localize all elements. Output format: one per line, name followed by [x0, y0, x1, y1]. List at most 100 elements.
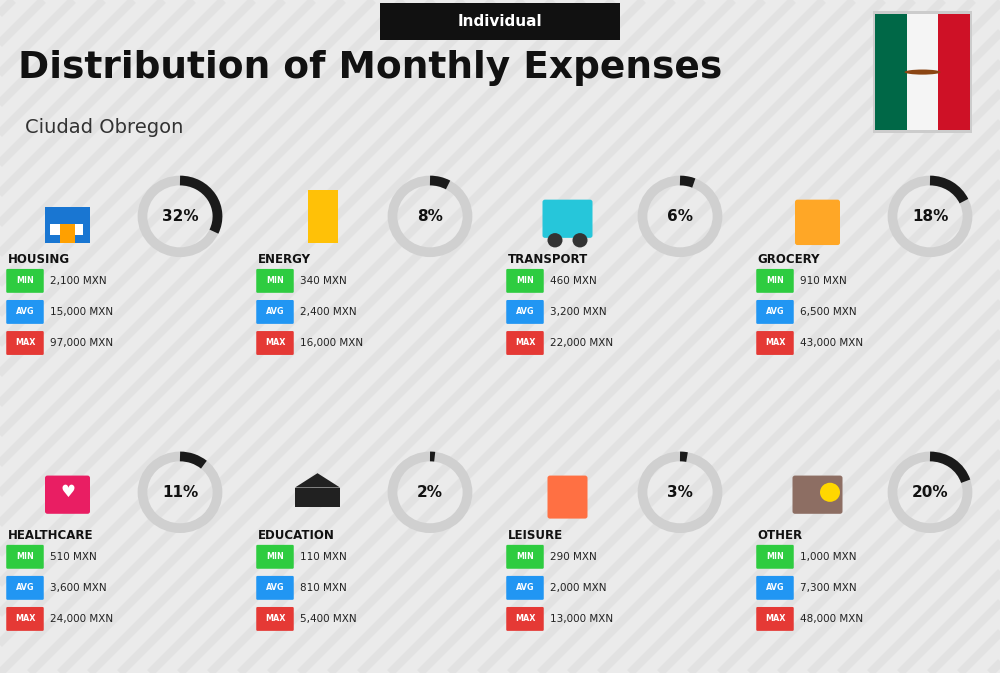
Text: MIN: MIN	[516, 277, 534, 285]
Text: 7,300 MXN: 7,300 MXN	[800, 583, 857, 593]
Text: AVG: AVG	[16, 583, 34, 592]
Text: 3%: 3%	[667, 485, 693, 500]
Text: MAX: MAX	[15, 339, 35, 347]
Text: 2,400 MXN: 2,400 MXN	[300, 307, 357, 317]
Text: MIN: MIN	[766, 553, 784, 561]
Text: 5,400 MXN: 5,400 MXN	[300, 614, 357, 624]
FancyBboxPatch shape	[6, 607, 44, 631]
Text: 510 MXN: 510 MXN	[50, 552, 97, 562]
FancyBboxPatch shape	[256, 300, 294, 324]
Text: 97,000 MXN: 97,000 MXN	[50, 338, 113, 348]
Text: 13,000 MXN: 13,000 MXN	[550, 614, 613, 624]
Text: 110 MXN: 110 MXN	[300, 552, 347, 562]
Text: 340 MXN: 340 MXN	[300, 276, 347, 286]
Text: 18%: 18%	[912, 209, 948, 224]
Text: MAX: MAX	[765, 339, 785, 347]
Text: Distribution of Monthly Expenses: Distribution of Monthly Expenses	[18, 50, 722, 86]
Text: 6,500 MXN: 6,500 MXN	[800, 307, 857, 317]
Text: ♥: ♥	[60, 483, 75, 501]
Text: MAX: MAX	[265, 339, 285, 347]
Text: 290 MXN: 290 MXN	[550, 552, 597, 562]
FancyBboxPatch shape	[756, 576, 794, 600]
FancyBboxPatch shape	[756, 300, 794, 324]
FancyBboxPatch shape	[506, 576, 544, 600]
FancyBboxPatch shape	[756, 545, 794, 569]
FancyBboxPatch shape	[907, 14, 938, 130]
Text: 2%: 2%	[417, 485, 443, 500]
Text: Individual: Individual	[458, 13, 542, 29]
Text: TRANSPORT: TRANSPORT	[508, 253, 588, 266]
Text: 32%: 32%	[162, 209, 198, 224]
Text: MAX: MAX	[765, 614, 785, 623]
FancyBboxPatch shape	[6, 331, 44, 355]
FancyBboxPatch shape	[6, 545, 44, 569]
Text: MIN: MIN	[16, 553, 34, 561]
FancyBboxPatch shape	[45, 207, 90, 243]
Text: AVG: AVG	[266, 308, 284, 316]
Text: 8%: 8%	[417, 209, 443, 224]
FancyBboxPatch shape	[506, 607, 544, 631]
FancyBboxPatch shape	[938, 14, 970, 130]
Text: LEISURE: LEISURE	[508, 529, 563, 542]
Text: OTHER: OTHER	[758, 529, 803, 542]
Text: AVG: AVG	[266, 583, 284, 592]
Text: MAX: MAX	[515, 614, 535, 623]
Text: 11%: 11%	[162, 485, 198, 500]
Text: 24,000 MXN: 24,000 MXN	[50, 614, 113, 624]
Text: MIN: MIN	[16, 277, 34, 285]
Circle shape	[820, 483, 840, 502]
Polygon shape	[295, 473, 340, 487]
Text: 43,000 MXN: 43,000 MXN	[800, 338, 863, 348]
FancyBboxPatch shape	[506, 300, 544, 324]
FancyBboxPatch shape	[380, 3, 620, 40]
Text: 6%: 6%	[667, 209, 693, 224]
FancyBboxPatch shape	[256, 545, 294, 569]
FancyBboxPatch shape	[256, 607, 294, 631]
Text: HOUSING: HOUSING	[8, 253, 70, 266]
FancyBboxPatch shape	[756, 607, 794, 631]
Text: 810 MXN: 810 MXN	[300, 583, 347, 593]
Circle shape	[572, 233, 588, 248]
Text: 2,100 MXN: 2,100 MXN	[50, 276, 107, 286]
FancyBboxPatch shape	[295, 487, 340, 507]
Text: MIN: MIN	[266, 277, 284, 285]
FancyBboxPatch shape	[875, 14, 907, 130]
FancyBboxPatch shape	[6, 300, 44, 324]
Text: AVG: AVG	[766, 583, 784, 592]
FancyBboxPatch shape	[6, 269, 44, 293]
FancyBboxPatch shape	[548, 476, 588, 519]
Text: MAX: MAX	[265, 614, 285, 623]
FancyBboxPatch shape	[756, 269, 794, 293]
FancyBboxPatch shape	[6, 576, 44, 600]
Text: AVG: AVG	[516, 308, 534, 316]
Text: MIN: MIN	[516, 553, 534, 561]
Text: HEALTHCARE: HEALTHCARE	[8, 529, 93, 542]
Text: 22,000 MXN: 22,000 MXN	[550, 338, 613, 348]
Text: ENERGY: ENERGY	[258, 253, 310, 266]
Text: MIN: MIN	[766, 277, 784, 285]
Text: 16,000 MXN: 16,000 MXN	[300, 338, 363, 348]
Text: AVG: AVG	[16, 308, 34, 316]
Text: MAX: MAX	[515, 339, 535, 347]
FancyBboxPatch shape	[60, 223, 75, 243]
FancyBboxPatch shape	[256, 269, 294, 293]
Text: MAX: MAX	[15, 614, 35, 623]
Text: 460 MXN: 460 MXN	[550, 276, 597, 286]
FancyBboxPatch shape	[45, 476, 90, 513]
Text: Ciudad Obregon: Ciudad Obregon	[25, 118, 183, 137]
Text: 48,000 MXN: 48,000 MXN	[800, 614, 863, 624]
FancyBboxPatch shape	[795, 200, 840, 245]
FancyBboxPatch shape	[873, 11, 972, 133]
Text: 3,200 MXN: 3,200 MXN	[550, 307, 607, 317]
Circle shape	[548, 233, 562, 248]
FancyBboxPatch shape	[506, 545, 544, 569]
Text: EDUCATION: EDUCATION	[258, 529, 334, 542]
FancyBboxPatch shape	[542, 200, 592, 238]
FancyBboxPatch shape	[256, 331, 294, 355]
FancyBboxPatch shape	[70, 223, 82, 236]
FancyBboxPatch shape	[308, 190, 338, 243]
Text: 15,000 MXN: 15,000 MXN	[50, 307, 113, 317]
FancyBboxPatch shape	[50, 223, 62, 236]
FancyBboxPatch shape	[506, 331, 544, 355]
Text: 3,600 MXN: 3,600 MXN	[50, 583, 107, 593]
